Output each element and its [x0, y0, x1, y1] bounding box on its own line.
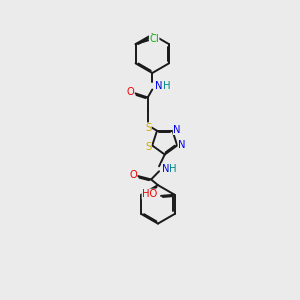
- Text: N: N: [173, 124, 181, 135]
- Text: H: H: [169, 164, 177, 174]
- Text: HO: HO: [142, 189, 157, 199]
- Text: H: H: [163, 81, 170, 91]
- Text: S: S: [145, 123, 151, 133]
- Text: Cl: Cl: [149, 34, 159, 44]
- Text: N: N: [155, 81, 162, 91]
- Text: N: N: [178, 140, 185, 151]
- Text: N: N: [162, 164, 169, 174]
- Text: O: O: [129, 170, 137, 180]
- Text: S: S: [145, 142, 151, 152]
- Text: O: O: [126, 88, 134, 98]
